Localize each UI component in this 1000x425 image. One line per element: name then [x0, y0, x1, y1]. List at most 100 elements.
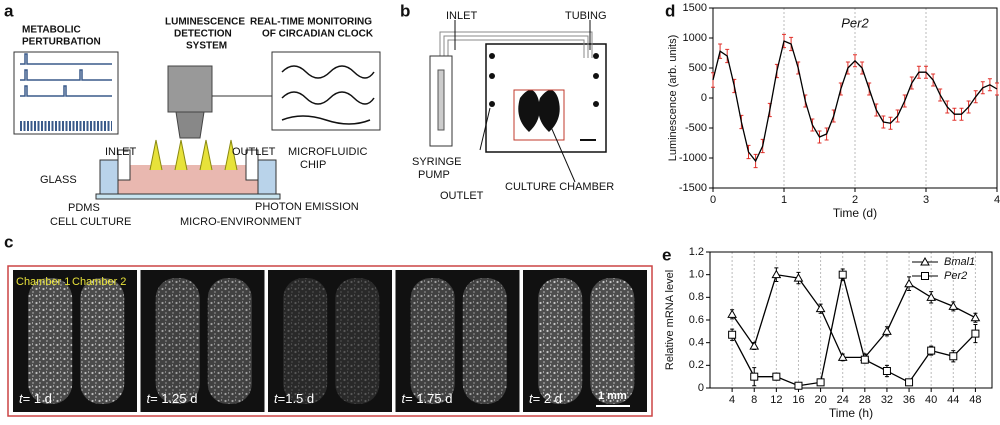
panel-label: a [4, 1, 14, 20]
marker [882, 326, 892, 335]
chamber-box [513, 89, 565, 141]
y-tick-label: 1500 [683, 2, 707, 14]
label: CELL CULTURE [50, 216, 131, 228]
port [593, 53, 599, 59]
panel-c: c t= 1 d t= 1.25 d t=1.5 d t= 1.75 d t= 2 dC… [4, 232, 653, 417]
time-symbol: t [274, 391, 279, 406]
pointer [454, 20, 591, 183]
marker [816, 378, 825, 387]
lens [175, 111, 205, 139]
time-symbol: t [529, 391, 534, 406]
x-tick-label: 1 [781, 194, 787, 206]
label: OF CIRCADIAN CLOCK [262, 29, 374, 40]
panel-label: e [662, 245, 671, 264]
label: INLET [446, 10, 477, 22]
y-tick-label: 0.4 [689, 337, 704, 349]
marker [815, 303, 826, 313]
y-tick-label: 0 [698, 382, 704, 394]
panel-label: d [665, 1, 675, 20]
chamber [518, 90, 560, 132]
y-tick-label: 1.0 [689, 269, 704, 281]
photon-emission [149, 139, 238, 171]
marker [837, 352, 848, 361]
time-symbol: t [19, 391, 24, 406]
marker [905, 378, 914, 387]
wave [281, 65, 375, 125]
chamber-image [155, 278, 200, 404]
plot-frame [709, 251, 993, 389]
y-tick-label: 0.8 [689, 291, 704, 303]
chamber-image [335, 278, 380, 404]
label: SYRINGE [412, 156, 462, 168]
x-tick-label: 3 [923, 194, 929, 206]
label: TUBING [565, 10, 607, 22]
y-tick-label: 0.2 [689, 359, 704, 371]
label: INLET [105, 146, 136, 158]
time-label: t= 1.75 d [402, 391, 453, 406]
time-symbol: t [147, 391, 152, 406]
line [731, 274, 976, 387]
chamber-image [207, 278, 252, 404]
y-axis-label: Relative mRNA level [664, 270, 676, 370]
y-tick-label: 1.2 [689, 246, 704, 258]
chamber-image [28, 278, 73, 404]
time-label: t= 2 d [529, 391, 562, 406]
x-tick-label: 36 [903, 394, 915, 406]
label: LUMINESCENCE [165, 17, 245, 28]
x-tick-label: 44 [947, 394, 959, 406]
x-tick-label: 4 [994, 194, 1000, 206]
x-tick-label: 48 [969, 394, 981, 406]
marker [750, 372, 759, 381]
marker [949, 352, 958, 361]
y-tick-label: 500 [689, 62, 707, 74]
line [712, 40, 998, 163]
panel-a: a METABOLIC PERTURBATION LUMINESCENCE DE… [4, 1, 381, 228]
legend-label: Per2 [944, 270, 967, 282]
label: PUMP [418, 169, 450, 181]
label: GLASS [40, 174, 77, 186]
label: OUTLET [440, 190, 484, 202]
y-tick-label: 1000 [683, 32, 707, 44]
legend-marker [920, 256, 930, 266]
time-value: = 1.75 d [405, 391, 452, 406]
time-label: t= 1 d [19, 391, 52, 406]
annotation: Per2 [841, 15, 869, 30]
y-tick-label: 0 [701, 92, 707, 104]
y-tick-label: -1500 [679, 182, 707, 194]
label: REAL-TIME MONITORING [250, 17, 372, 28]
label: MICROFLUIDIC [288, 146, 368, 158]
x-tick-label: 32 [881, 394, 893, 406]
chamber-image [590, 278, 635, 404]
time-value: = 1 d [23, 391, 52, 406]
time-value: = 1.25 d [150, 391, 197, 406]
marker [926, 292, 937, 301]
legend-marker [921, 272, 929, 280]
x-tick-label: 4 [729, 394, 735, 406]
image-frame [7, 265, 653, 417]
chamber-label: Chamber 1 [16, 276, 70, 288]
label: DETECTION [174, 29, 232, 40]
marker [728, 330, 737, 339]
time-label: t=1.5 d [274, 391, 314, 406]
marker [971, 329, 980, 338]
chamber-image [283, 278, 328, 404]
x-tick-label: 0 [710, 194, 716, 206]
port [489, 101, 495, 107]
panel-label: c [4, 232, 13, 251]
chamber-image [410, 278, 455, 404]
marker [948, 301, 959, 310]
x-tick-label: 20 [814, 394, 826, 406]
marker [772, 372, 781, 381]
time-symbol: t [402, 391, 407, 406]
plot-frame [712, 7, 998, 189]
y-tick-label: -1000 [679, 152, 707, 164]
glass [95, 193, 281, 200]
plunger [437, 69, 445, 131]
label: PHOTON EMISSION [255, 201, 359, 213]
label: CHIP [300, 159, 326, 171]
x-axis-label: Time (d) [833, 206, 877, 220]
x-tick-label: 16 [792, 394, 804, 406]
time-value: =1.5 d [278, 391, 315, 406]
marker [904, 278, 914, 288]
